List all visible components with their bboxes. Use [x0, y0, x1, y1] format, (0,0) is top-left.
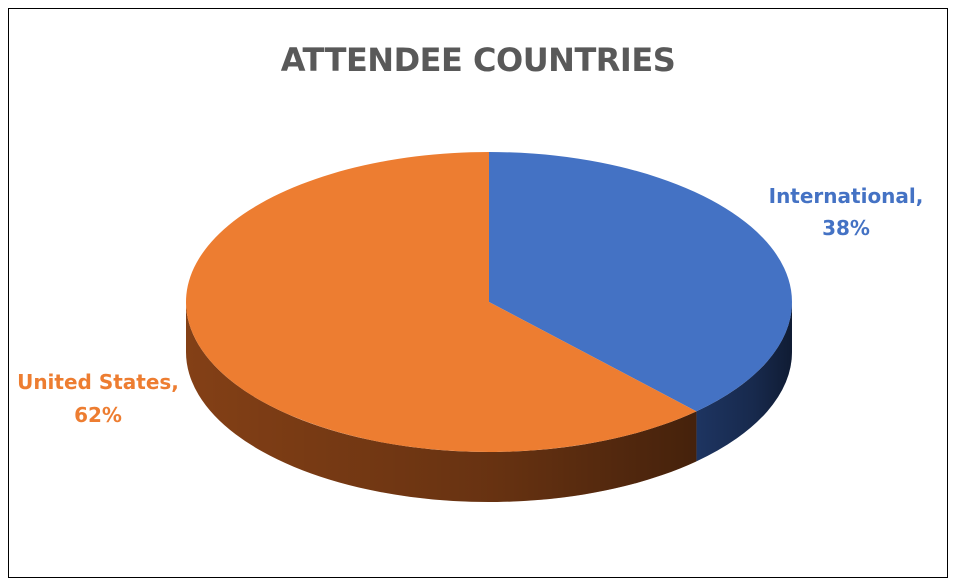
- pie-tops: [186, 152, 793, 452]
- slice-label-international-name: International,: [769, 184, 924, 208]
- slice-side-shade-international: [696, 302, 793, 462]
- pie-sides: [185, 302, 793, 502]
- chart-title: ATTENDEE COUNTRIES: [280, 41, 676, 79]
- pie-slice-international[interactable]: [489, 152, 793, 412]
- slice-label-international-value: 38%: [822, 216, 870, 240]
- pie-slice-united-states[interactable]: [186, 152, 697, 452]
- slice-label-united-states-value: 62%: [74, 403, 122, 427]
- slice-label-united-states-name: United States,: [17, 370, 179, 394]
- slice-side-shade-united-states: [185, 302, 697, 502]
